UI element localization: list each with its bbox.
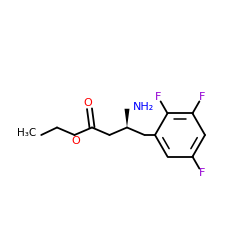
Text: F: F bbox=[199, 92, 205, 102]
Text: H₃C: H₃C bbox=[16, 128, 36, 138]
Polygon shape bbox=[124, 109, 130, 128]
Text: F: F bbox=[199, 168, 205, 178]
Text: NH₂: NH₂ bbox=[133, 102, 154, 112]
Text: O: O bbox=[83, 98, 92, 108]
Text: F: F bbox=[155, 92, 161, 102]
Text: O: O bbox=[71, 136, 80, 145]
